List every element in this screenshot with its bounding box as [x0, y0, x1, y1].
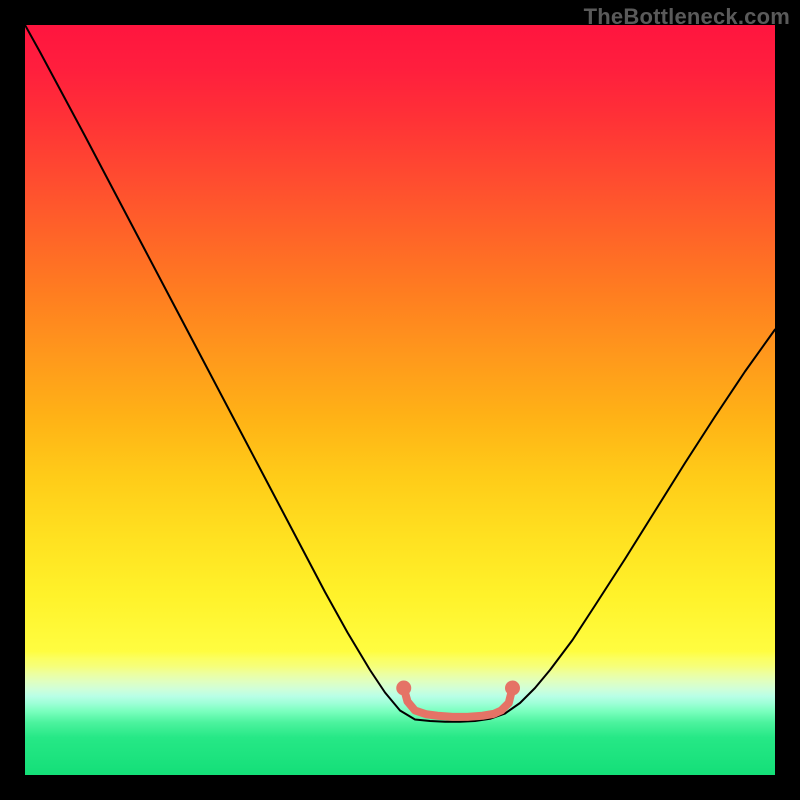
chart-frame: TheBottleneck.com [0, 0, 800, 800]
watermark-text: TheBottleneck.com [584, 4, 790, 30]
plot-area [25, 25, 775, 775]
chart-svg [25, 25, 775, 775]
gradient-background [25, 25, 775, 775]
optimal-range-start-marker [396, 681, 411, 696]
optimal-range-end-marker [505, 681, 520, 696]
